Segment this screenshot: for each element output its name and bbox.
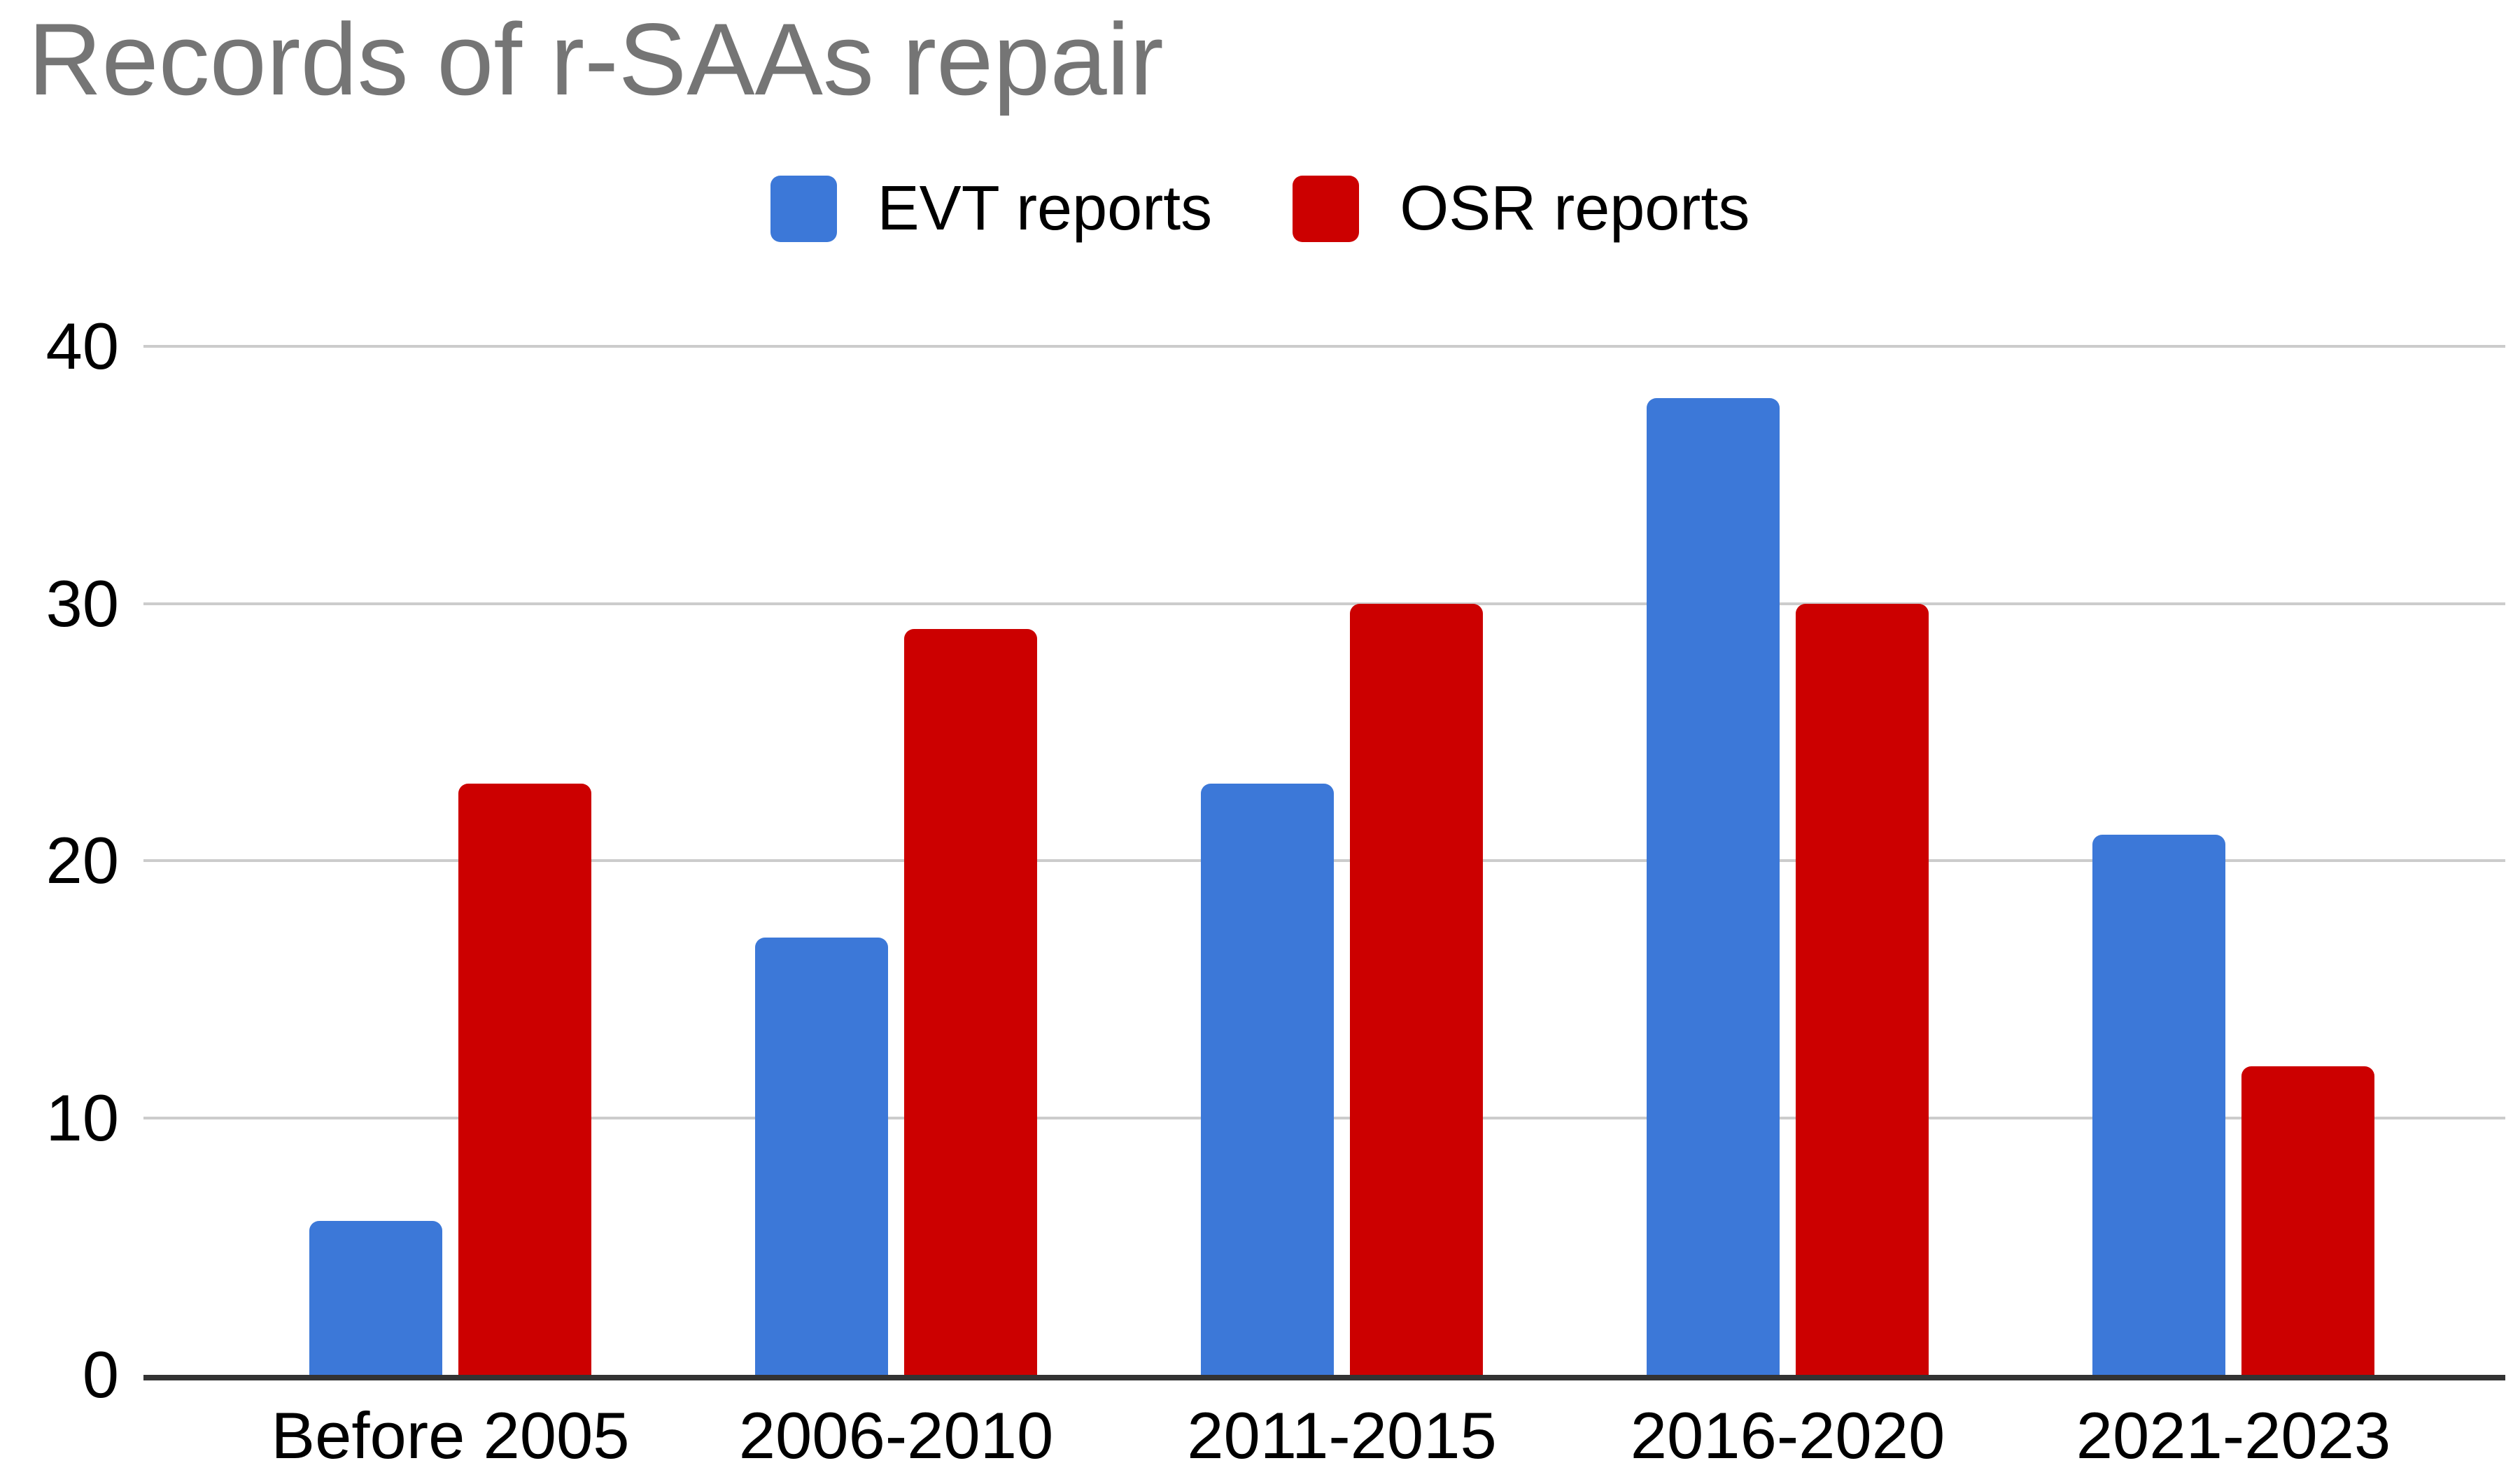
plot-area [143, 345, 2505, 1380]
y-axis: 0 10 20 30 40 [0, 309, 119, 1411]
gridline-40 [143, 345, 2505, 348]
bar-evt-reports-before-2005 [309, 1220, 442, 1375]
bar-group-2021-2023 [2011, 346, 2456, 1375]
y-tick-30: 30 [45, 566, 119, 640]
x-label-before-2005: Before 2005 [271, 1399, 630, 1472]
x-label-2016-2020: 2016-2020 [1630, 1399, 1945, 1472]
bar-evt-reports-2006-2010 [755, 938, 888, 1375]
bar-group-2006-2010 [673, 346, 1119, 1375]
legend-label-osr-reports: OSR reports [1400, 173, 1750, 243]
x-label-2021-2023: 2021-2023 [2076, 1399, 2391, 1472]
bar-osr-reports-2006-2010 [904, 629, 1037, 1375]
legend-label-evt-reports: EVT reports [877, 173, 1213, 243]
bar-osr-reports-2021-2023 [2241, 1066, 2374, 1375]
legend-swatch-evt-reports [770, 175, 837, 242]
legend-swatch-osr-reports [1293, 175, 1360, 242]
y-tick-0: 0 [82, 1338, 119, 1411]
bar-group-2011-2015 [1119, 346, 1565, 1375]
chart-title: Records of r-SAAs repair [28, 2, 1164, 116]
bar-evt-reports-2011-2015 [1201, 783, 1334, 1375]
legend-item-evt-reports: EVT reports [770, 173, 1213, 245]
bar-osr-reports-before-2005 [458, 783, 591, 1375]
bar-group-2016-2020 [1565, 346, 2011, 1375]
y-tick-20: 20 [45, 824, 119, 897]
bar-group-before-2005 [227, 346, 673, 1375]
bar-osr-reports-2011-2015 [1350, 603, 1483, 1375]
gridline-30 [143, 602, 2505, 605]
bars-area [227, 346, 2456, 1375]
x-axis: Before 2005 2006-2010 2011-2015 2016-2020 20… [227, 1398, 2456, 1474]
x-label-2011-2015: 2011-2015 [1187, 1399, 1497, 1472]
bar-evt-reports-2016-2020 [1647, 397, 1780, 1375]
legend-item-osr-reports: OSR reports [1293, 173, 1750, 245]
y-tick-10: 10 [45, 1080, 119, 1154]
legend: EVT reports OSR reports [0, 167, 2520, 250]
y-tick-40: 40 [45, 309, 119, 383]
x-label-2006-2010: 2006-2010 [738, 1399, 1054, 1472]
bar-evt-reports-2021-2023 [2092, 835, 2225, 1375]
bar-osr-reports-2016-2020 [1796, 603, 1929, 1375]
